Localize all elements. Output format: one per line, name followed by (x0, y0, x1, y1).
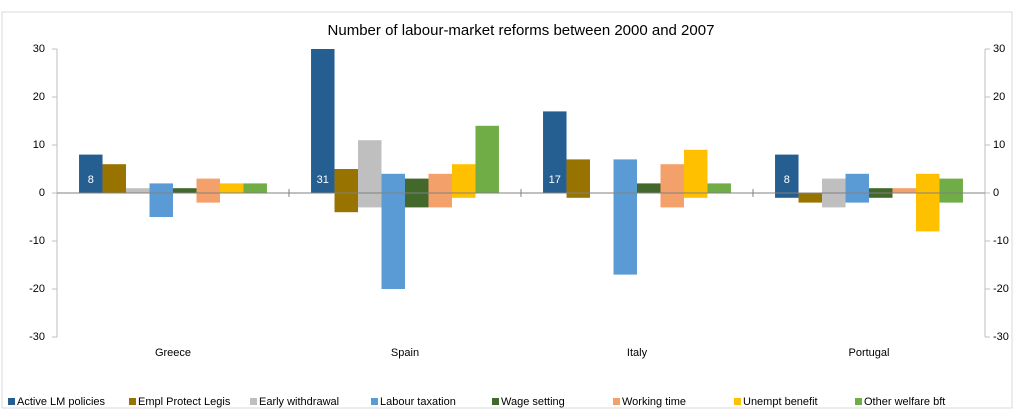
legend-label: Wage setting (501, 396, 565, 408)
legend-swatch (855, 398, 862, 405)
bar (892, 188, 916, 193)
y2-tick-label: -30 (993, 331, 1009, 343)
x-tick-label: Spain (391, 347, 419, 359)
y2-tick-label: -20 (993, 283, 1009, 295)
data-label: 31 (317, 174, 329, 186)
y-tick-label: 10 (33, 139, 45, 151)
bar (428, 193, 452, 208)
bar (822, 193, 846, 208)
bar (915, 193, 940, 232)
y-tick-label: 30 (33, 43, 45, 55)
bar (381, 193, 405, 289)
chart-title: Number of labour-market reforms between … (328, 22, 715, 39)
bar (79, 154, 103, 193)
y-tick-label: 0 (39, 187, 45, 199)
bar (869, 188, 893, 193)
bar (660, 164, 684, 193)
bar (219, 183, 244, 193)
bar (543, 111, 567, 193)
bar (683, 193, 708, 198)
legend-label: Other welfare bft (864, 396, 945, 408)
x-tick-label: Greece (155, 347, 191, 359)
bar (126, 188, 150, 193)
y-tick-label: -30 (29, 331, 45, 343)
legend-label: Working time (622, 396, 686, 408)
bar (822, 178, 846, 193)
bar (637, 183, 661, 193)
bar (102, 164, 127, 193)
bar (798, 193, 823, 203)
legend-swatch (734, 398, 741, 405)
bar (566, 193, 591, 198)
bar (475, 125, 499, 193)
y-tick-label: 20 (33, 91, 45, 103)
bar (173, 188, 197, 193)
bar (683, 149, 708, 193)
bar (334, 193, 359, 213)
legend-label: Active LM policies (17, 396, 106, 408)
y2-tick-label: -10 (993, 235, 1009, 247)
bar (775, 154, 799, 193)
bar (334, 169, 359, 193)
bar (311, 49, 335, 194)
bar (939, 178, 963, 193)
bar (939, 193, 963, 203)
bar (358, 140, 382, 193)
legend-swatch (8, 398, 15, 405)
legend-swatch (371, 398, 378, 405)
legend-swatch (492, 398, 499, 405)
bar (845, 193, 869, 203)
bar (707, 183, 731, 193)
data-label: 17 (549, 174, 561, 186)
bar (405, 178, 429, 193)
bar (243, 183, 267, 193)
legend-swatch (250, 398, 257, 405)
bar (613, 159, 637, 193)
legend-swatch (129, 398, 136, 405)
y2-tick-label: 30 (993, 43, 1005, 55)
bar (149, 183, 173, 193)
x-tick-label: Italy (627, 347, 648, 359)
x-tick-label: Portugal (849, 347, 890, 359)
y2-tick-label: 20 (993, 91, 1005, 103)
y-tick-label: -10 (29, 235, 45, 247)
legend-label: Early withdrawal (259, 396, 339, 408)
bar (915, 173, 940, 193)
legend-label: Empl Protect Legis (138, 396, 231, 408)
y2-tick-label: 0 (993, 187, 999, 199)
bar (845, 173, 869, 193)
bar (358, 193, 382, 208)
bar (660, 193, 684, 208)
chart-border (1, 11, 1013, 409)
bar (196, 178, 220, 193)
bar (775, 193, 799, 198)
bar (869, 193, 893, 198)
bar (149, 193, 173, 217)
data-label: 8 (88, 174, 94, 186)
bar (381, 173, 405, 193)
y2-tick-label: 10 (993, 139, 1005, 151)
legend-label: Labour taxation (380, 396, 456, 408)
legend-label: Unempt benefit (743, 396, 818, 408)
bar (613, 193, 637, 275)
bar (428, 173, 452, 193)
data-label: 8 (784, 174, 790, 186)
y-tick-label: -20 (29, 283, 45, 295)
bar (405, 193, 429, 208)
legend-swatch (613, 398, 620, 405)
bars (79, 49, 963, 289)
bar (566, 159, 591, 193)
bar (451, 193, 476, 198)
bar (196, 193, 220, 203)
bar (451, 164, 476, 193)
